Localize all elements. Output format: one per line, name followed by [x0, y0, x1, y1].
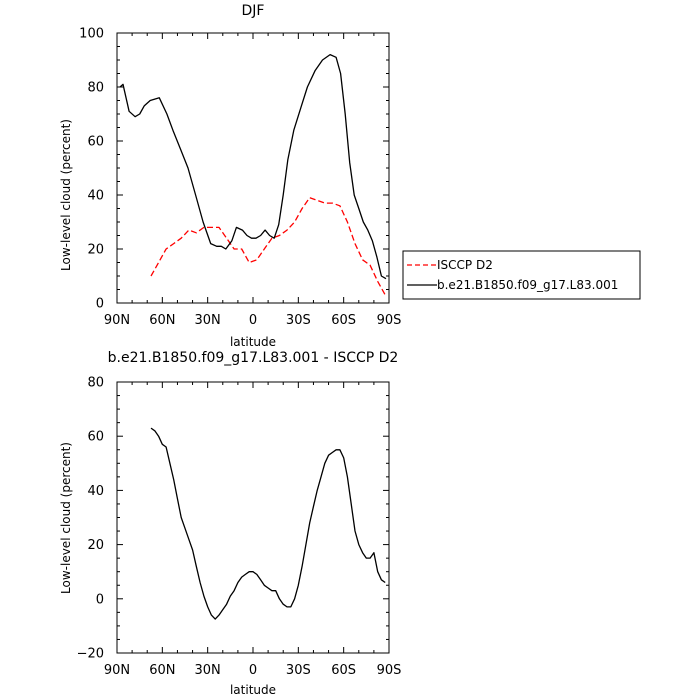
top-x-tick-label: 30S: [286, 313, 311, 328]
top-y-tick-label: 80: [87, 81, 104, 96]
bottom-x-tick-label: 0: [249, 663, 257, 678]
top-y-tick-label: 60: [87, 135, 104, 150]
bottom-chart-title: b.e21.B1850.f09_g17.L83.001 - ISCCP D2: [108, 350, 399, 366]
legend: ISCCP D2 b.e21.B1850.f09_g17.L83.001: [402, 250, 641, 300]
legend-box: [402, 250, 641, 300]
top-x-tick-label: 30N: [195, 313, 221, 328]
bottom-x-tick-label: 60N: [149, 663, 175, 678]
bottom-x-tick-label: 30S: [286, 663, 311, 678]
top-y-tick-label: 0: [96, 297, 104, 312]
top-panel: DJF Low-level cloud (percent) latitude 0…: [59, 3, 401, 349]
bottom-y-tick-label: −20: [77, 647, 104, 662]
bottom-y-tick-label: 0: [96, 592, 104, 607]
bottom-x-tick-label: 90S: [377, 663, 402, 678]
top-x-tick-label: 0: [249, 313, 257, 328]
bottom-y-tick-label: 60: [87, 430, 104, 445]
bottom-y-tick-label: 40: [87, 484, 104, 499]
bottom-x-tick-label: 90N: [104, 663, 130, 678]
bottom-y-tick-label: 80: [87, 376, 104, 391]
bottom-y-tick-label: 20: [87, 538, 104, 553]
bottom-x-axis-label: latitude: [230, 683, 276, 697]
bottom-plot-frame: [116, 381, 390, 654]
top-x-tick-label: 60S: [331, 313, 356, 328]
top-series-line-1: [119, 53, 387, 280]
top-lines: [119, 53, 387, 296]
top-ticks: 0 20 40 60 80 100 90N 60N 30N 0 30S 60S 90S: [79, 27, 401, 329]
top-y-axis-label: Low-level cloud (percent): [59, 119, 73, 271]
top-plot-frame: [116, 32, 390, 304]
legend-label-model: b.e21.B1850.f09_g17.L83.001: [437, 278, 618, 292]
top-chart-title: DJF: [242, 3, 265, 19]
top-x-tick-label: 60N: [149, 313, 175, 328]
bottom-panel: b.e21.B1850.f09_g17.L83.001 - ISCCP D2 L…: [59, 350, 401, 697]
top-x-tick-label: 90N: [104, 313, 130, 328]
top-y-tick-label: 40: [87, 189, 104, 204]
bottom-lines: [150, 427, 386, 620]
bottom-x-tick-label: 30N: [195, 663, 221, 678]
top-x-axis-label: latitude: [230, 335, 276, 349]
bottom-ticks: −20 0 20 40 60 80 90N 60N 30N 0 30S 60S 90S: [77, 376, 402, 679]
top-x-tick-label: 90S: [377, 313, 402, 328]
top-series-line-0: [150, 197, 386, 296]
bottom-x-tick-label: 60S: [331, 663, 356, 678]
top-y-tick-label: 20: [87, 243, 104, 258]
bottom-y-axis-label: Low-level cloud (percent): [59, 442, 73, 594]
top-y-tick-label: 100: [79, 27, 104, 42]
legend-label-isccp: ISCCP D2: [437, 258, 493, 272]
bottom-series-line-0: [150, 427, 386, 620]
